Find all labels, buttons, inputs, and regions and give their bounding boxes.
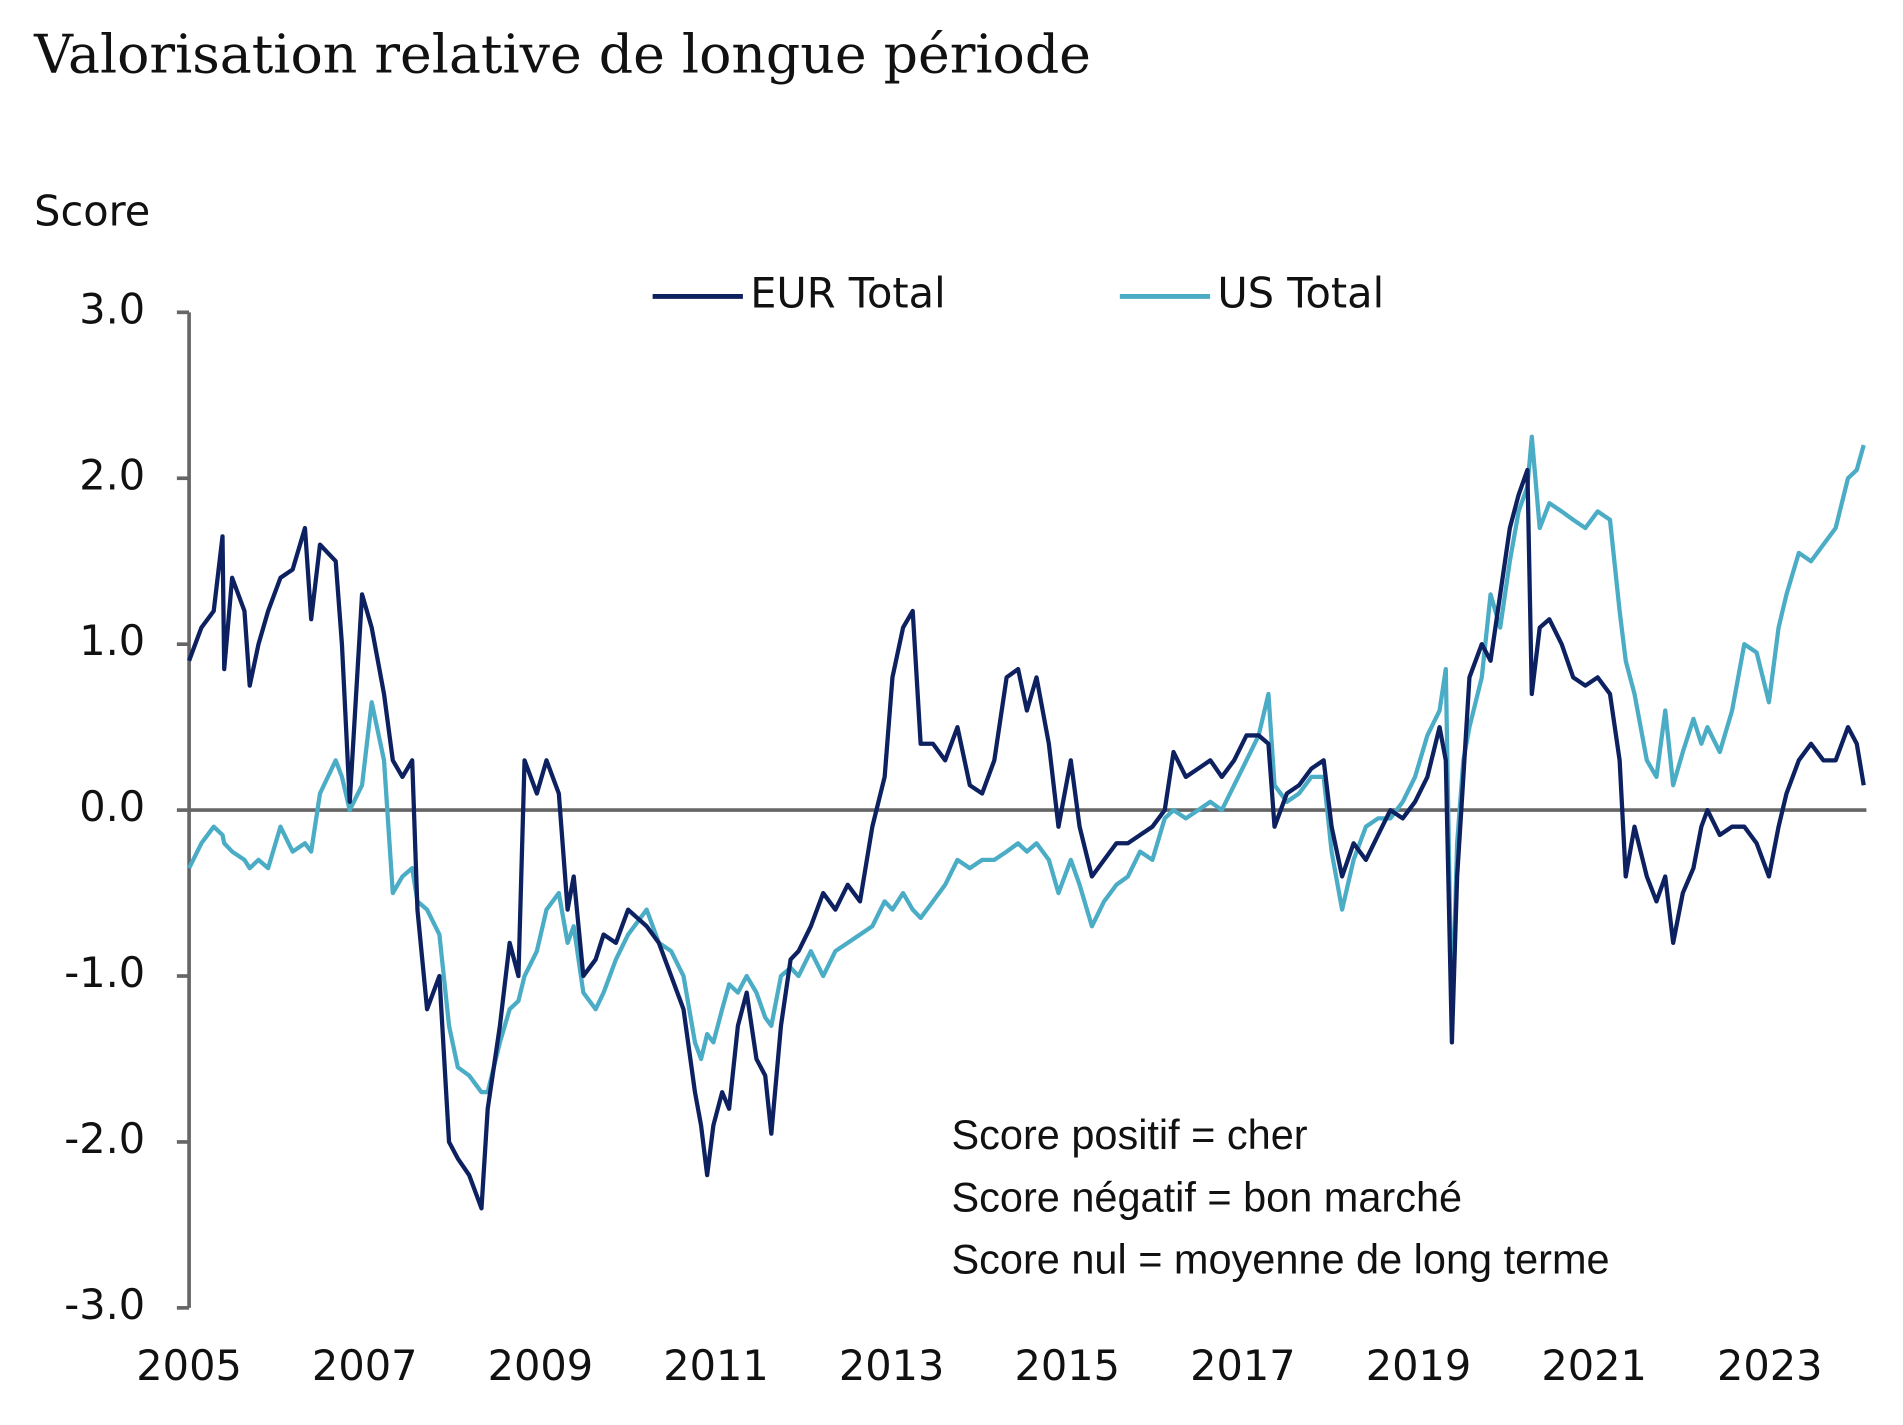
y-tick-label: -3.0: [64, 1281, 145, 1329]
y-tick-label: 1.0: [79, 617, 145, 665]
x-tick-label: 2013: [839, 1342, 945, 1390]
y-tick-label: 0.0: [79, 783, 145, 831]
annotation: Score négatif = bon marché: [952, 1173, 1463, 1220]
chart-title: Valorisation relative de longue période: [33, 23, 1091, 86]
series-line: [187, 467, 1866, 1211]
x-tick-label: 2015: [1014, 1342, 1120, 1390]
x-tick-label: 2017: [1190, 1342, 1296, 1390]
x-tick-label: 2007: [312, 1342, 418, 1390]
y-tick-label: 3.0: [79, 285, 145, 333]
y-tick-label: -1.0: [64, 949, 145, 997]
y-tick-label: -2.0: [64, 1115, 145, 1163]
y-axis-label: Score: [34, 188, 150, 236]
y-tick-label: 2.0: [79, 451, 145, 499]
x-tick-label: 2019: [1366, 1342, 1472, 1390]
series-line: [187, 434, 1866, 1095]
x-tick-label: 2011: [663, 1342, 769, 1390]
x-tick-label: 2021: [1541, 1342, 1647, 1390]
annotation: Score positif = cher: [952, 1111, 1308, 1158]
x-tick-label: 2005: [136, 1342, 242, 1390]
legend-label: US Total: [1217, 269, 1384, 317]
x-tick-label: 2009: [488, 1342, 594, 1390]
x-tick-label: 2023: [1717, 1342, 1823, 1390]
legend-label: EUR Total: [750, 269, 945, 317]
annotation: Score nul = moyenne de long terme: [952, 1236, 1610, 1283]
